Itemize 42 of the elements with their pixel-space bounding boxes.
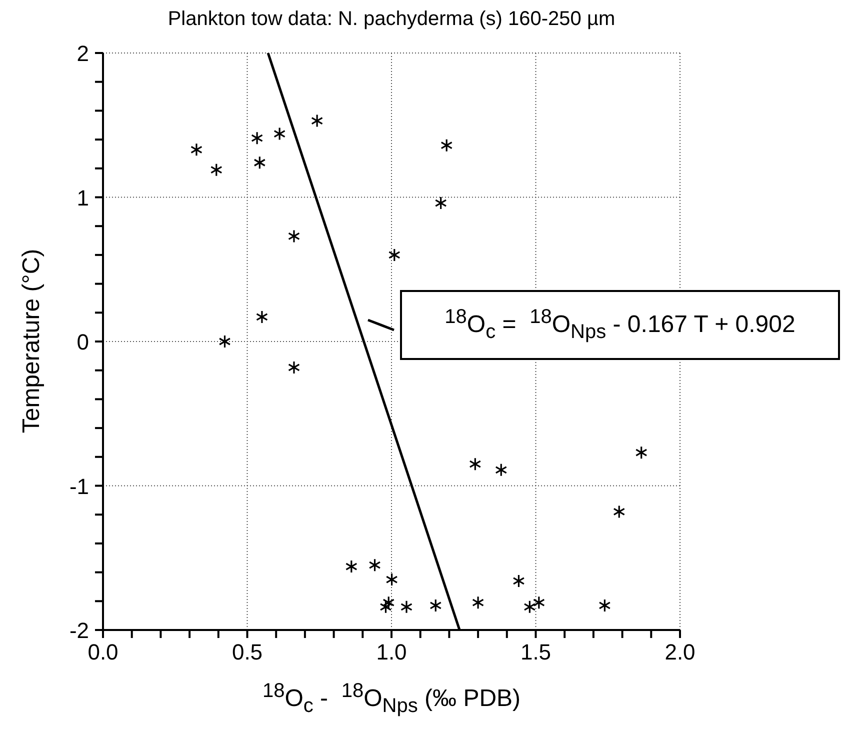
x-axis-title: $^{18}$O$_{c}$ - $^{18}$O$_{Nps}$ (‰ PDB) — [261, 680, 522, 718]
y-tick-label: -2 — [69, 618, 89, 643]
point — [388, 248, 400, 262]
point — [288, 229, 300, 243]
x-tick-label: 1.5 — [520, 640, 552, 665]
y-tick-label: -1 — [69, 474, 89, 499]
point — [440, 138, 453, 152]
annotation: $^{18}$O$_{c}$ = $^{18}$O$_{Nps}$ - 0.167 T + 0.902 — [444, 306, 796, 344]
x-tick-label: 2.0 — [664, 640, 696, 665]
point — [598, 598, 611, 612]
point — [311, 114, 324, 128]
y-tick-label: 0 — [76, 330, 89, 354]
point — [512, 574, 525, 588]
point — [386, 572, 398, 586]
y-tick-label: 2 — [76, 41, 89, 66]
point — [288, 360, 300, 374]
y-axis-title: Temperature (°C) — [18, 247, 46, 435]
point — [210, 163, 222, 177]
x-tick-label: 0.5 — [232, 640, 263, 665]
y-tick-label: 1 — [76, 185, 89, 210]
point — [368, 558, 381, 572]
point — [472, 596, 484, 610]
point — [524, 600, 536, 614]
x-tick-label: 1.0 — [376, 640, 407, 665]
point — [251, 131, 264, 145]
point — [274, 126, 286, 141]
point — [469, 457, 482, 471]
point — [532, 596, 545, 610]
point — [635, 446, 648, 460]
chart-title: Plankton tow data: N. pachyderma (s) 160-250 µm — [166, 8, 616, 31]
point — [613, 504, 626, 519]
x-tick-label: 0.0 — [88, 640, 118, 665]
point — [430, 598, 442, 612]
point — [400, 600, 412, 614]
point — [495, 463, 508, 477]
point — [434, 196, 447, 210]
point — [190, 142, 202, 156]
callout-box: $^{18}$O$_{c}$ = $^{18}$O$_{Nps}$ - 0.167 T + 0.902 — [400, 290, 840, 360]
point — [254, 156, 266, 170]
point — [256, 310, 268, 324]
point — [218, 334, 231, 348]
point — [345, 560, 358, 574]
